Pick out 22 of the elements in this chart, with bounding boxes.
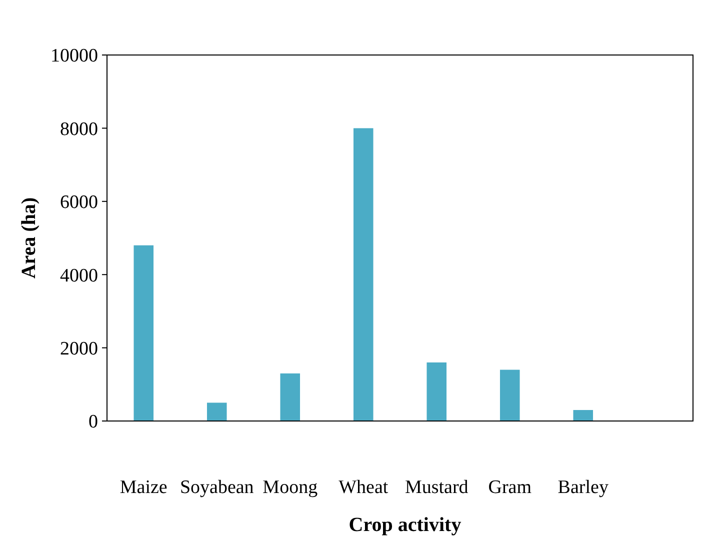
x-tick-label: Mustard [404, 477, 469, 498]
y-tick-label: 0 [88, 412, 98, 433]
bar [353, 128, 374, 421]
x-tick-label: Maize [120, 477, 168, 498]
bar [500, 370, 520, 421]
x-tick-label: Soyabean [180, 477, 254, 498]
y-tick-label: 2000 [60, 338, 98, 360]
bar [573, 410, 594, 421]
bar [206, 402, 227, 421]
x-tick-label: Barley [558, 477, 609, 498]
x-tick-label: Wheat [338, 477, 389, 498]
x-axis-title: Crop activity [348, 514, 462, 536]
y-tick-label: 4000 [60, 265, 98, 286]
bar [426, 362, 447, 421]
bar [134, 245, 154, 421]
bar [280, 373, 300, 421]
y-tick-label: 6000 [60, 192, 98, 214]
x-tick-label: Moong [262, 477, 318, 498]
y-tick-label: 10000 [50, 46, 98, 67]
y-tick-label: 8000 [60, 118, 98, 140]
x-tick-label: Gram [488, 477, 532, 498]
y-axis-title: Area (ha) [18, 197, 40, 279]
